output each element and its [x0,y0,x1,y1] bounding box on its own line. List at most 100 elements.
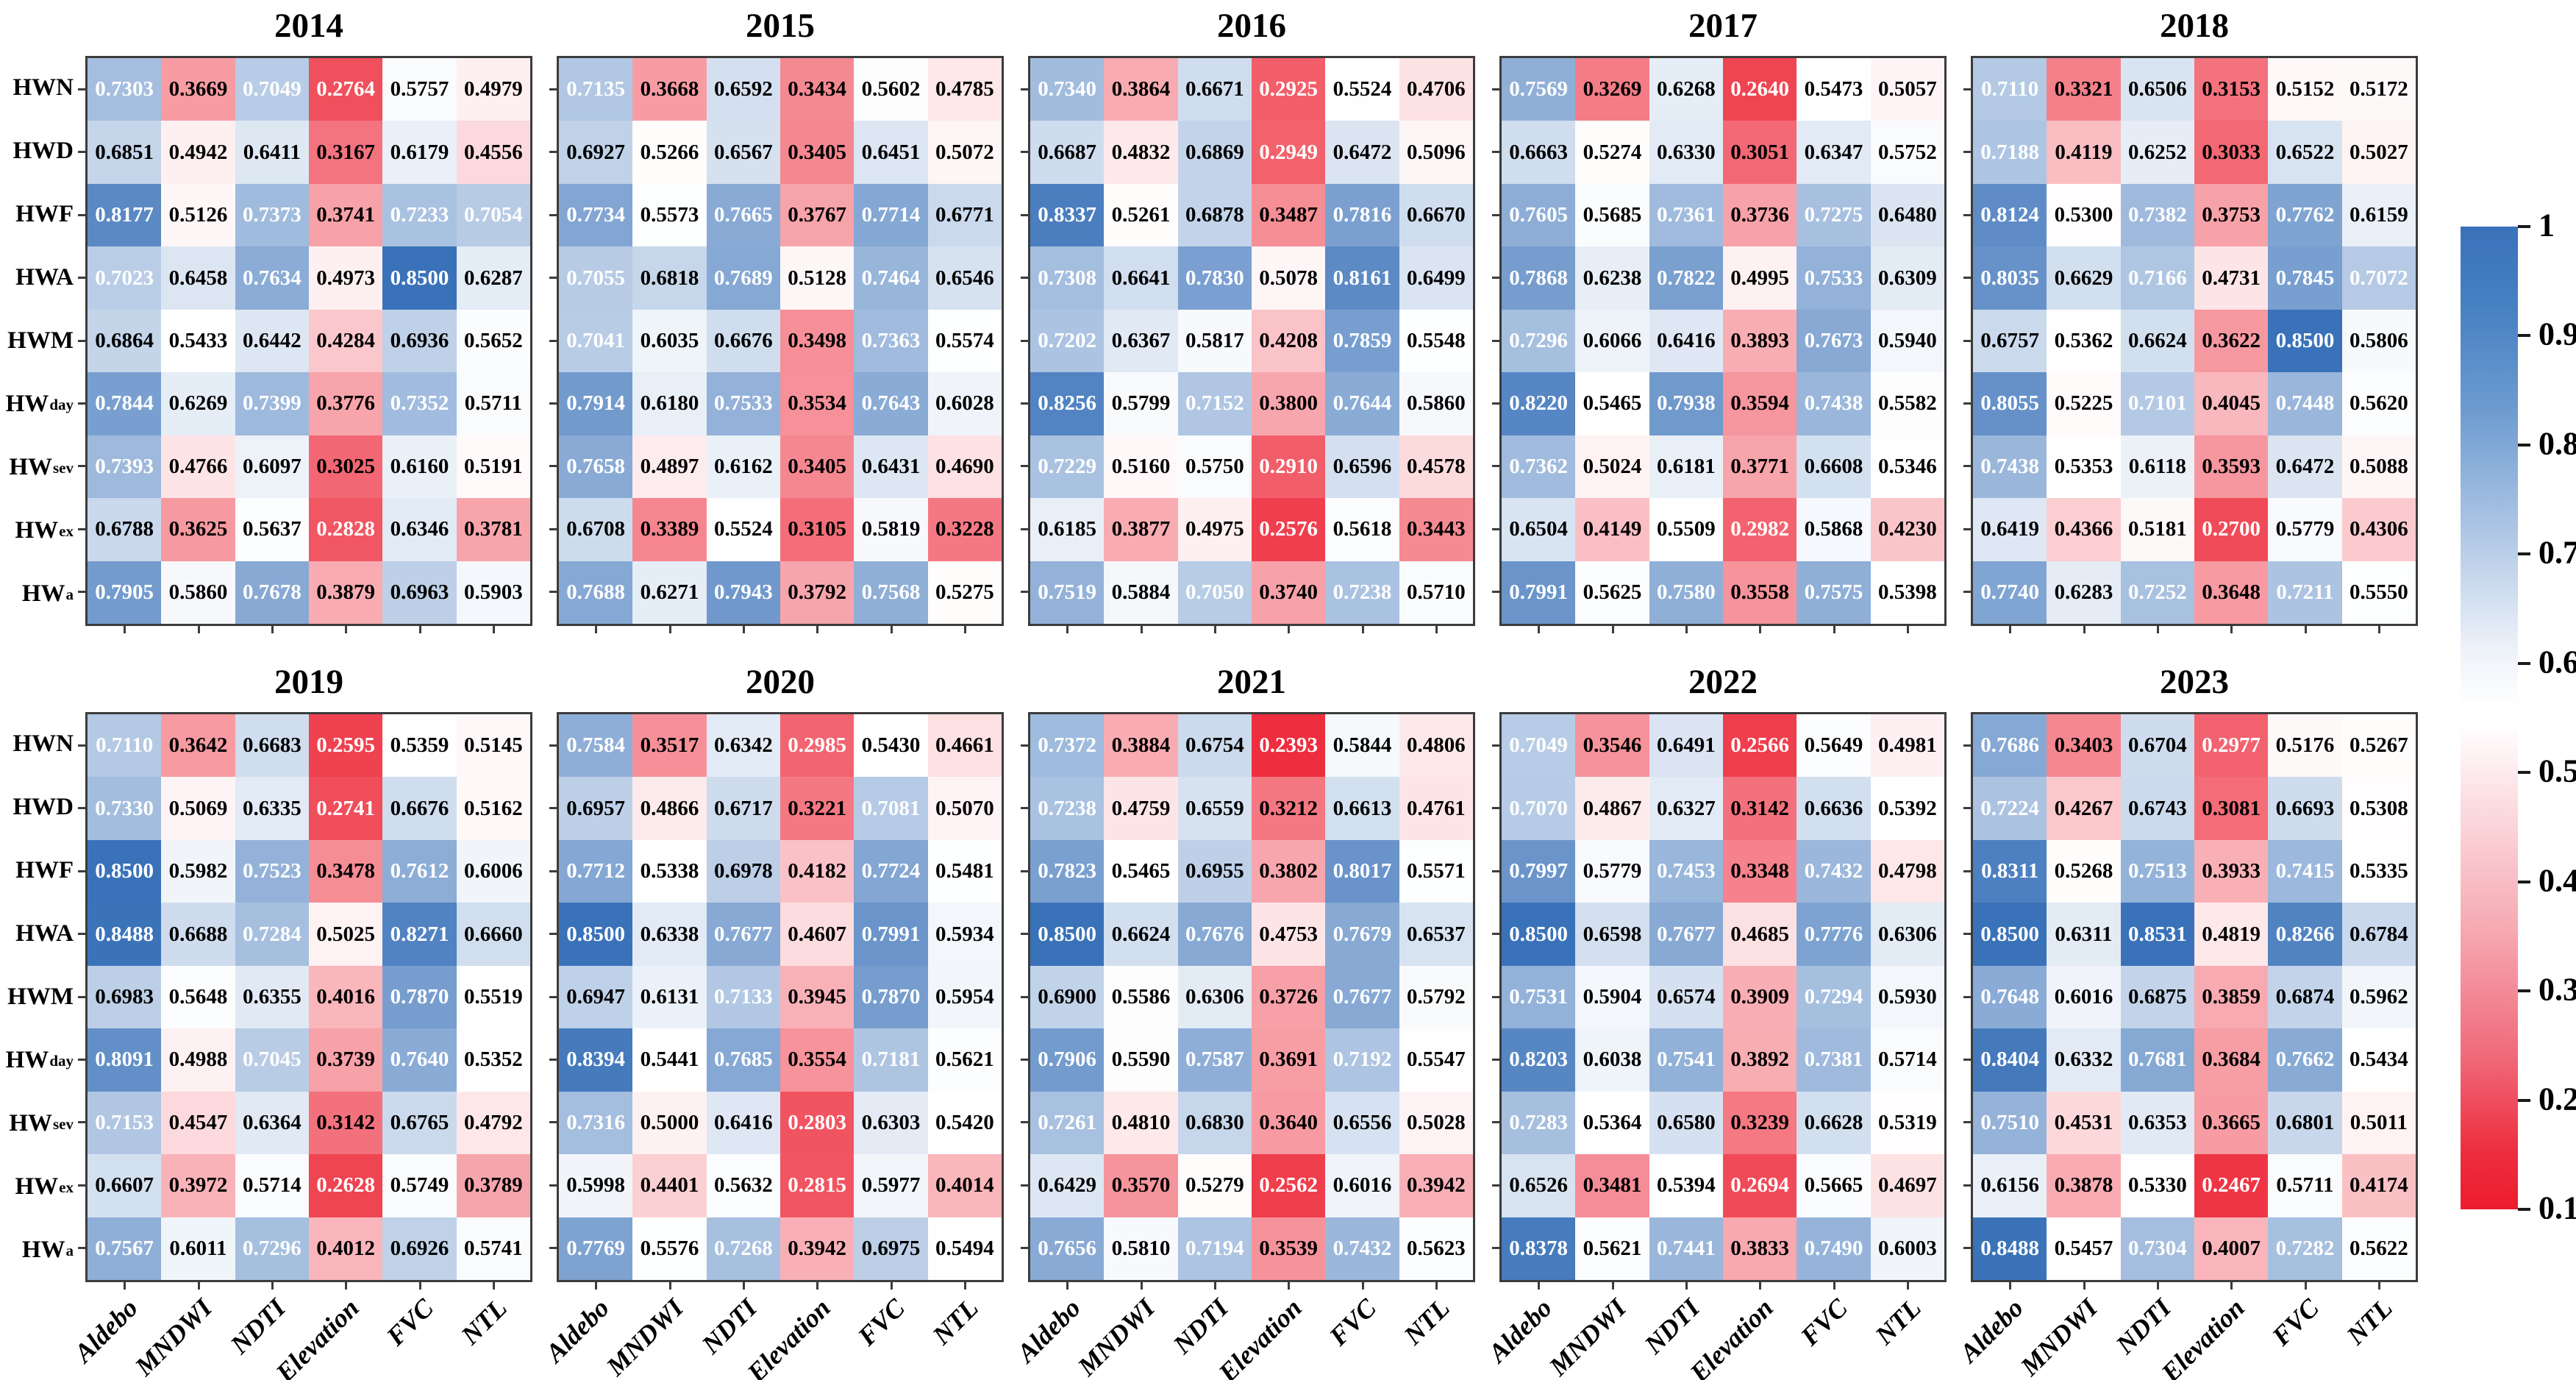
x-axis-tick [2009,626,2012,633]
heatmap-panel-2015: 2015 0.7135 0.3668 0.6592 0.3434 0.5602 0.4785… [549,4,1004,633]
x-axis-tick [963,626,966,633]
heatmap-cell-2017-HWF-NTL: 0.6480 [1870,183,1944,247]
heatmap-cell-2023-HW_ex-Aldebo: 0.6156 [1973,1154,2047,1217]
heatmap-cell-2019-HWN-NDTI: 0.6683 [235,714,309,778]
heatmap-cell-2017-HW_ex-Aldebo: 0.6504 [1502,498,1576,561]
row-label-hwex: HW ex [15,517,74,544]
y-axis-tick [1963,277,1971,280]
y-axis-tick [1021,591,1028,594]
row-label-text: HW [21,1237,65,1264]
heatmap-cell-2017-HWM-NTL: 0.5940 [1870,309,1944,373]
heatmap-cell-2018-HWM-FVC: 0.8500 [2268,309,2342,373]
heatmap-cell-2021-HW_day-Aldebo: 0.7906 [1030,1028,1105,1092]
heatmap-cell-2021-HWM-MNDWI: 0.5586 [1104,965,1178,1029]
heatmap-cell-2014-HW_sev-Aldebo: 0.7393 [88,435,162,499]
heatmap-cell-2020-HW_ex-NDTI: 0.5632 [706,1154,780,1217]
heatmap-cell-2017-HWF-MNDWI: 0.5685 [1575,183,1649,247]
heatmap-cell-2023-HW_sev-FVC: 0.6801 [2268,1091,2342,1155]
y-axis-tick [1963,933,1971,936]
heatmap-cell-2015-HWN-Elevation: 0.3434 [780,58,854,121]
heatmap-cell-2019-HW_a-NDTI: 0.7296 [235,1217,309,1280]
heatmap-cell-2016-HW_a-Aldebo: 0.7519 [1030,561,1105,624]
heatmap-cell-2022-HW_ex-Aldebo: 0.6526 [1502,1154,1576,1217]
heatmap-cell-2020-HWF-FVC: 0.7724 [854,839,928,903]
heatmap-cell-2022-HWD-MNDWI: 0.4867 [1575,777,1649,840]
heatmap-cell-2018-HWM-Elevation: 0.3622 [2194,309,2269,373]
x-axis-tick [1140,626,1143,633]
heatmap-cell-2014-HW_a-Elevation: 0.3879 [309,561,383,624]
heatmap-cell-2021-HWM-Elevation: 0.3726 [1252,965,1326,1029]
heatmap-cell-2017-HWN-Elevation: 0.2640 [1723,58,1797,121]
x-axis-tick [890,626,893,633]
y-axis-tick [1492,807,1499,810]
heatmap-cell-2021-HWN-Elevation: 0.2393 [1252,714,1326,778]
heatmap-cell-2016-HW_day-Aldebo: 0.8256 [1030,372,1105,435]
colorbar-tick [2518,661,2530,665]
heatmap-cell-2014-HW_a-FVC: 0.6963 [382,561,457,624]
heatmap-cell-2017-HWA-MNDWI: 0.6238 [1575,246,1649,310]
heatmap-cell-2023-HW_day-NDTI: 0.7681 [2120,1028,2194,1092]
x-axis-tick [1361,1282,1364,1290]
y-axis-tick [1963,995,1971,998]
heatmap-cell-2022-HWF-Elevation: 0.3348 [1723,839,1797,903]
row-label-hwn: HWN [7,56,85,119]
heatmap-cell-2017-HWA-FVC: 0.7533 [1797,246,1871,310]
heatmap-cell-2018-HWD-Aldebo: 0.7188 [1973,121,2047,184]
row-label-column: HWN HWD HWF HWA HWM HW day HW sev HW ex HW a [6,4,85,626]
y-axis-tick [1963,869,1971,872]
heatmap-cell-2016-HW_sev-MNDWI: 0.5160 [1104,435,1178,499]
heatmap-cell-2021-HWN-NTL: 0.4806 [1399,714,1473,778]
heatmap-cell-2021-HWD-Aldebo: 0.7238 [1030,777,1105,840]
heatmap-cell-2018-HWA-NDTI: 0.7166 [2120,246,2194,310]
colorbar-red-segment [2461,724,2518,1209]
row-label-hwf: HWF [7,182,85,246]
y-axis-tick [1021,339,1028,342]
heatmap-cell-2019-HWF-NTL: 0.6006 [456,839,530,903]
heatmap-cell-2019-HWN-MNDWI: 0.3642 [161,714,235,778]
heatmap-cell-2019-HWA-NDTI: 0.7284 [235,903,309,966]
y-axis-tick [1492,151,1499,154]
x-axis-tick [668,626,671,633]
heatmap-cell-2016-HW_ex-MNDWI: 0.3877 [1104,498,1178,561]
x-axis-tick [1538,1282,1541,1290]
heatmap-cell-2015-HWM-NDTI: 0.6676 [706,309,780,373]
heatmap-cell-2019-HWD-NTL: 0.5162 [456,777,530,840]
heatmap-cell-2022-HWM-NTL: 0.5930 [1870,965,1944,1029]
heatmap-cell-2018-HW_ex-NDTI: 0.5181 [2120,498,2194,561]
y-axis-tick [78,1184,85,1187]
heatmap-cell-2014-HWD-Aldebo: 0.6851 [88,121,162,184]
y-axis-tick [78,995,85,998]
heatmap-panel-2016: 2016 0.7340 0.3864 0.6671 0.2925 0.5524 0.4706… [1021,4,1475,633]
row-label-hwsev: HW sev [9,454,74,481]
heatmap-cell-2018-HWD-NTL: 0.5027 [2341,121,2416,184]
heatmap-cell-2017-HWN-NTL: 0.5057 [1870,58,1944,121]
heatmap-cell-2020-HW_a-MNDWI: 0.5576 [632,1217,707,1280]
heatmap-cell-2021-HW_ex-NTL: 0.3942 [1399,1154,1473,1217]
heatmap-cell-2016-HWD-NTL: 0.5096 [1399,121,1473,184]
heatmap-cell-2015-HW_day-NTL: 0.6028 [927,372,1002,435]
heatmap-cell-2014-HWF-Elevation: 0.3741 [309,183,383,247]
heatmap-cell-2020-HWD-NDTI: 0.6717 [706,777,780,840]
heatmap-cell-2020-HWF-Elevation: 0.4182 [780,839,854,903]
heatmap-grid-2020: 0.7584 0.3517 0.6342 0.2985 0.5430 0.4661 0.69… [549,712,1004,1290]
y-axis-tick [1021,151,1028,154]
heatmap-cell-2020-HWN-Elevation: 0.2985 [780,714,854,778]
heatmap-cell-2014-HWM-MNDWI: 0.5433 [161,309,235,373]
row-label-hwd: HWD [7,775,85,839]
heatmap-cell-2014-HW_sev-MNDWI: 0.4766 [161,435,235,499]
heatmap-cell-2023-HWD-FVC: 0.6693 [2268,777,2342,840]
heatmap-panel-2017: 2017 0.7569 0.3269 0.6268 0.2640 0.5473 0.5057… [1492,4,1947,633]
heatmap-cell-2014-HW_ex-NTL: 0.3781 [456,498,530,561]
heatmap-cell-2017-HWD-Aldebo: 0.6663 [1502,121,1576,184]
heatmap-cell-2021-HWA-Elevation: 0.4753 [1252,903,1326,966]
y-axis-tick [1021,995,1028,998]
heatmap-cell-2017-HW_a-Elevation: 0.3558 [1723,561,1797,624]
heatmap-cell-2020-HWM-Aldebo: 0.6947 [559,965,633,1029]
heatmap-cell-2022-HW_a-NDTI: 0.7441 [1649,1217,1723,1280]
row-label-text: HW [15,1173,59,1201]
heatmap-cell-2020-HW_a-FVC: 0.6975 [854,1217,928,1280]
y-axis-tick [1021,933,1028,936]
heatmap-cell-2022-HW_ex-Elevation: 0.2694 [1723,1154,1797,1217]
y-axis-tick [1492,744,1499,747]
heatmap-cell-2014-HWF-NTL: 0.7054 [456,183,530,247]
